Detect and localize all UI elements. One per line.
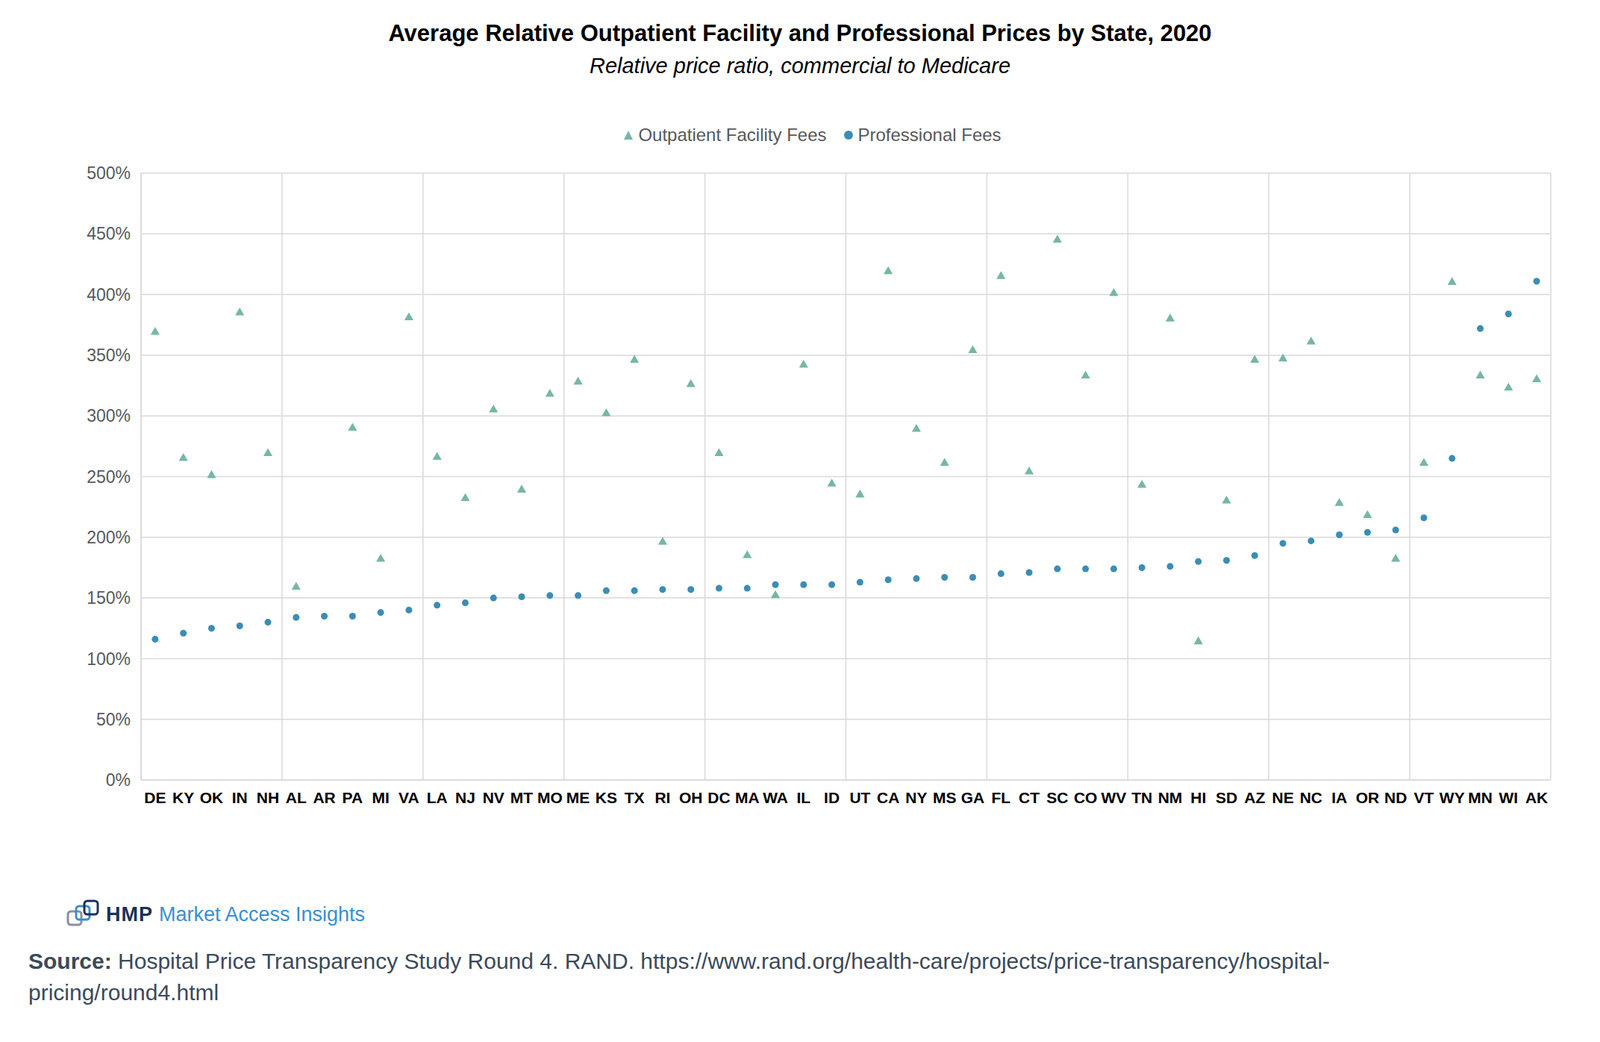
svg-text:MI: MI xyxy=(371,788,389,806)
svg-text:400%: 400% xyxy=(86,285,131,305)
svg-text:AL: AL xyxy=(285,788,307,806)
html-text:Relative price ratio, commerci: Relative price ratio, commercial to Medi… xyxy=(589,53,1011,78)
svg-text:ND: ND xyxy=(1384,788,1407,806)
svg-text:WY: WY xyxy=(1439,788,1465,806)
svg-text:DE: DE xyxy=(144,788,166,806)
svg-text:WI: WI xyxy=(1499,788,1519,806)
html-text:HMP Market Access Insights: HMP Market Access Insights xyxy=(105,902,365,925)
svg-text:OK: OK xyxy=(200,788,224,806)
svg-text:MT: MT xyxy=(510,788,533,806)
svg-text:TN: TN xyxy=(1131,788,1153,806)
html-text:Professional Fees: Professional Fees xyxy=(857,124,1002,145)
svg-text:GA: GA xyxy=(961,788,986,806)
svg-text:VT: VT xyxy=(1414,788,1435,806)
svg-text:KS: KS xyxy=(595,788,618,806)
svg-text:150%: 150% xyxy=(86,588,131,608)
svg-text:PA: PA xyxy=(342,788,364,806)
svg-text:IN: IN xyxy=(232,788,248,806)
svg-text:OR: OR xyxy=(1355,788,1380,806)
svg-text:NM: NM xyxy=(1158,788,1183,806)
svg-text:0%: 0% xyxy=(105,770,131,790)
svg-text:IA: IA xyxy=(1331,788,1348,806)
svg-text:CA: CA xyxy=(876,788,900,806)
svg-text:AK: AK xyxy=(1525,788,1548,806)
svg-text:MS: MS xyxy=(932,788,957,806)
svg-text:250%: 250% xyxy=(86,467,131,487)
html-text:Source: Hospital Price Transpa: Source: Hospital Price Transparency Stud… xyxy=(28,948,1330,1005)
svg-text:MA: MA xyxy=(735,788,760,806)
svg-text:WA: WA xyxy=(762,788,789,806)
svg-text:CT: CT xyxy=(1018,788,1040,806)
svg-text:NV: NV xyxy=(482,788,505,806)
svg-text:500%: 500% xyxy=(86,163,131,183)
svg-text:ME: ME xyxy=(566,788,591,806)
svg-text:HI: HI xyxy=(1190,788,1206,806)
svg-text:SC: SC xyxy=(1046,788,1068,806)
html-text:Outpatient Facility Fees: Outpatient Facility Fees xyxy=(638,124,827,145)
svg-text:NH: NH xyxy=(256,788,280,806)
svg-text:SD: SD xyxy=(1215,788,1238,806)
svg-text:FL: FL xyxy=(991,788,1011,806)
svg-text:NY: NY xyxy=(905,788,927,806)
svg-text:WV: WV xyxy=(1100,788,1127,806)
svg-text:50%: 50% xyxy=(96,709,131,730)
svg-text:CO: CO xyxy=(1073,788,1098,806)
svg-text:DC: DC xyxy=(707,788,730,806)
svg-text:NE: NE xyxy=(1271,788,1294,806)
svg-text:OH: OH xyxy=(679,788,703,806)
svg-text:VA: VA xyxy=(398,788,420,806)
svg-text:200%: 200% xyxy=(86,527,131,548)
svg-text:MO: MO xyxy=(537,788,563,806)
html-text:Average Relative Outpatient Fa: Average Relative Outpatient Facility and… xyxy=(388,20,1212,47)
svg-text:UT: UT xyxy=(849,788,871,806)
svg-text:KY: KY xyxy=(172,788,195,806)
svg-text:AR: AR xyxy=(312,788,336,806)
svg-text:IL: IL xyxy=(796,788,811,806)
svg-text:300%: 300% xyxy=(86,405,131,426)
svg-text:AZ: AZ xyxy=(1244,788,1265,806)
svg-text:TX: TX xyxy=(624,788,645,806)
svg-text:RI: RI xyxy=(654,788,671,806)
svg-text:100%: 100% xyxy=(86,649,131,669)
svg-text:NJ: NJ xyxy=(455,788,476,806)
svg-text:NC: NC xyxy=(1300,788,1323,806)
svg-text:ID: ID xyxy=(823,788,840,806)
svg-text:450%: 450% xyxy=(86,223,131,244)
svg-text:350%: 350% xyxy=(86,345,131,365)
svg-text:LA: LA xyxy=(426,788,448,806)
svg-text:MN: MN xyxy=(1467,788,1493,806)
